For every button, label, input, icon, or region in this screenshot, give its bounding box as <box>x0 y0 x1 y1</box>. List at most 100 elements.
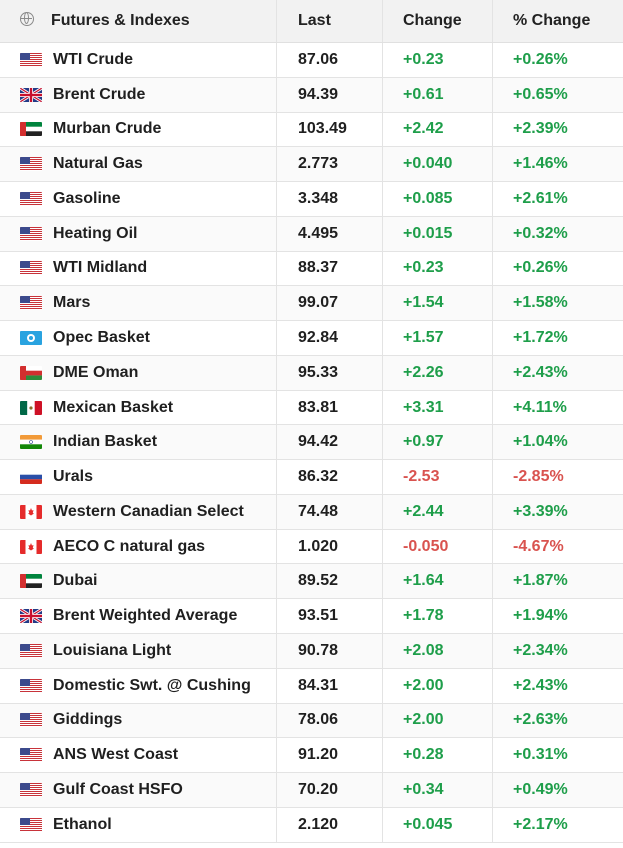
table-row[interactable]: Indian Basket 94.42 +0.97 +1.04% <box>0 425 623 461</box>
table-row[interactable]: Brent Weighted Average 93.51 +1.78 +1.94% <box>0 599 623 635</box>
pct-change-value: +1.72% <box>513 329 568 346</box>
instrument-cell[interactable]: Urals <box>0 460 277 494</box>
instrument-name[interactable]: Giddings <box>53 711 123 729</box>
instrument-name[interactable]: AECO C natural gas <box>53 537 206 555</box>
header-change[interactable]: Change <box>383 0 493 42</box>
table-row[interactable]: Giddings 78.06 +2.00 +2.63% <box>0 703 623 739</box>
table-row[interactable]: Heating Oil 4.495 +0.015 +0.32% <box>0 216 623 252</box>
pct-change-value: +4.11% <box>513 398 567 416</box>
instrument-name[interactable]: Dubai <box>53 572 98 590</box>
last-price: 92.84 <box>277 321 383 355</box>
us-flag-icon <box>20 261 42 276</box>
table-row[interactable]: Brent Crude 94.39 +0.61 +0.65% <box>0 77 623 113</box>
instrument-name[interactable]: Natural Gas <box>53 155 143 173</box>
change-value: +2.44 <box>383 494 493 529</box>
change-value: +0.23 <box>383 43 493 77</box>
instrument-name[interactable]: WTI Crude <box>53 50 133 68</box>
table-row[interactable]: Murban Crude 103.49 +2.42 +2.39% <box>0 112 623 148</box>
instrument-name[interactable]: Brent Weighted Average <box>53 607 238 625</box>
table-row[interactable]: WTI Midland 88.37 +0.23 +0.26% <box>0 251 623 287</box>
instrument-cell[interactable]: Gulf Coast HSFO <box>0 773 277 807</box>
change-value: +0.015 <box>383 216 493 251</box>
instrument-name[interactable]: Domestic Swt. @ Cushing <box>53 676 251 694</box>
pct-change-value: +2.34% <box>513 641 568 659</box>
instrument-cell[interactable]: Giddings <box>0 703 277 738</box>
instrument-cell[interactable]: Mars <box>0 286 277 321</box>
pct-change-value: +1.94% <box>513 607 568 625</box>
instrument-cell[interactable]: Natural Gas <box>0 147 277 182</box>
instrument-cell[interactable]: Heating Oil <box>0 216 277 251</box>
instrument-name[interactable]: Opec Basket <box>53 329 150 346</box>
last-price: 103.49 <box>277 112 383 147</box>
instrument-name[interactable]: Indian Basket <box>53 433 158 451</box>
instrument-cell[interactable]: Brent Weighted Average <box>0 599 277 634</box>
instrument-cell[interactable]: DME Oman <box>0 355 277 390</box>
instrument-cell[interactable]: Western Canadian Select <box>0 494 277 529</box>
pct-change-value: +0.65% <box>513 85 568 103</box>
table-row[interactable]: ANS West Coast 91.20 +0.28 +0.31% <box>0 738 623 774</box>
instrument-cell[interactable]: Murban Crude <box>0 112 277 147</box>
table-row[interactable]: WTI Crude 87.06 +0.23 +0.26% <box>0 43 623 78</box>
instrument-cell[interactable]: Louisiana Light <box>0 634 277 668</box>
instrument-cell[interactable]: WTI Crude <box>0 43 277 77</box>
table-row[interactable]: Western Canadian Select 74.48 +2.44 +3.39% <box>0 494 623 530</box>
table-row[interactable]: Ethanol 2.120 +0.045 +2.17% <box>0 807 623 843</box>
table-row[interactable]: Opec Basket 92.84 +1.57 +1.72% <box>0 321 623 356</box>
instrument-name[interactable]: Gulf Coast HSFO <box>53 780 183 798</box>
canada-flag-icon <box>20 504 42 519</box>
last-price: 88.37 <box>277 251 383 286</box>
instrument-name[interactable]: Western Canadian Select <box>53 502 244 520</box>
pct-change-value: +2.39% <box>513 120 568 138</box>
instrument-name[interactable]: Heating Oil <box>53 224 138 242</box>
instrument-name[interactable]: Ethanol <box>53 815 112 833</box>
instrument-cell[interactable]: Mexican Basket <box>0 390 277 425</box>
table-header: Futures & Indexes Last Change % Change <box>0 0 623 43</box>
table-row[interactable]: Urals 86.32 -2.53 -2.85% <box>0 460 623 495</box>
instrument-name[interactable]: Murban Crude <box>53 120 162 138</box>
instrument-cell[interactable]: WTI Midland <box>0 251 277 286</box>
instrument-name[interactable]: ANS West Coast <box>53 746 179 764</box>
table-row[interactable]: Louisiana Light 90.78 +2.08 +2.34% <box>0 634 623 669</box>
instrument-name[interactable]: Urals <box>53 468 94 486</box>
instrument-cell[interactable]: Dubai <box>0 564 277 599</box>
change-value: +1.57 <box>383 321 493 355</box>
table-row[interactable]: Gulf Coast HSFO 70.20 +0.34 +0.49% <box>0 773 623 808</box>
instrument-cell[interactable]: Brent Crude <box>0 77 277 112</box>
us-flag-icon <box>20 157 42 172</box>
instrument-cell[interactable]: AECO C natural gas <box>0 529 277 564</box>
table-row[interactable]: Mars 99.07 +1.54 +1.58% <box>0 286 623 322</box>
table-row[interactable]: Dubai 89.52 +1.64 +1.87% <box>0 564 623 600</box>
oman-flag-icon <box>20 365 42 380</box>
header-futures-indexes[interactable]: Futures & Indexes <box>0 0 277 42</box>
table-row[interactable]: Gasoline 3.348 +0.085 +2.61% <box>0 182 623 217</box>
instrument-name[interactable]: Gasoline <box>53 189 121 207</box>
change-value: +0.040 <box>383 147 493 182</box>
instrument-name[interactable]: Brent Crude <box>53 85 146 103</box>
last-price: 93.51 <box>277 599 383 634</box>
instrument-cell[interactable]: Domestic Swt. @ Cushing <box>0 668 277 703</box>
table-row[interactable]: Domestic Swt. @ Cushing 84.31 +2.00 +2.43% <box>0 668 623 704</box>
instrument-name[interactable]: DME Oman <box>53 363 139 381</box>
uae-flag-icon <box>20 122 42 137</box>
instrument-name[interactable]: Mars <box>53 294 91 312</box>
instrument-cell[interactable]: Ethanol <box>0 807 277 842</box>
instrument-cell[interactable]: Opec Basket <box>0 321 277 355</box>
instrument-cell[interactable]: ANS West Coast <box>0 738 277 773</box>
table-row[interactable]: DME Oman 95.33 +2.26 +2.43% <box>0 355 623 391</box>
instrument-name[interactable]: WTI Midland <box>53 259 148 277</box>
last-price: 84.31 <box>277 668 383 703</box>
instrument-cell[interactable]: Gasoline <box>0 182 277 216</box>
instrument-name[interactable]: Louisiana Light <box>53 641 172 659</box>
header-last[interactable]: Last <box>277 0 383 42</box>
header-pct-change[interactable]: % Change <box>493 0 623 42</box>
header-name-label: Futures & Indexes <box>51 12 190 29</box>
last-price: 83.81 <box>277 390 383 425</box>
table-row[interactable]: Natural Gas 2.773 +0.040 +1.46% <box>0 147 623 183</box>
pct-change-value: +1.87% <box>513 572 568 590</box>
instrument-name[interactable]: Mexican Basket <box>53 398 174 416</box>
last-price: 3.348 <box>277 182 383 216</box>
instrument-cell[interactable]: Indian Basket <box>0 425 277 460</box>
change-value: +2.00 <box>383 668 493 703</box>
table-row[interactable]: AECO C natural gas 1.020 -0.050 -4.67% <box>0 529 623 565</box>
table-row[interactable]: Mexican Basket 83.81 +3.31 +4.11% <box>0 390 623 426</box>
